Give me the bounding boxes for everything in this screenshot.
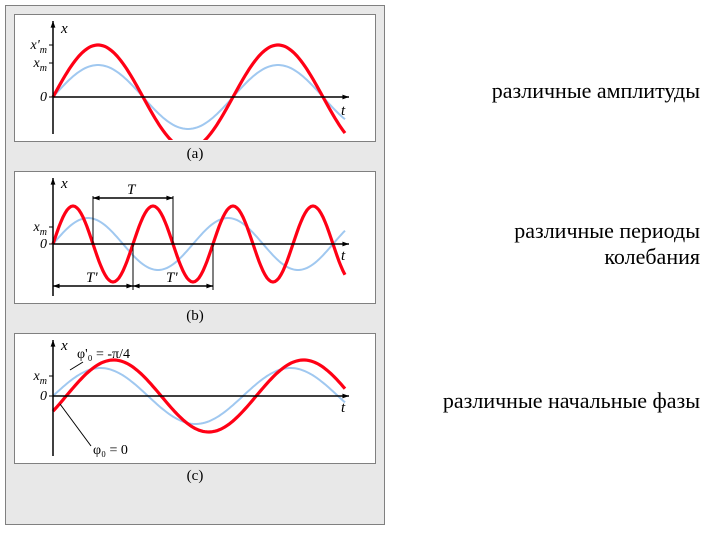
plot-b: x t xm0 T T' T' (14, 171, 376, 304)
plot-a: x t x'mxm 0 (14, 14, 376, 142)
svg-text:xm: xm (33, 369, 47, 387)
svg-text:x: x (60, 21, 68, 37)
svg-text:xm: xm (33, 56, 47, 74)
plot-c-label: (c) (14, 468, 376, 485)
svg-text:t: t (341, 400, 346, 416)
caption-b: различные периоды колебания (420, 218, 700, 270)
captions-panel: различные амплитуды различные периоды ко… (385, 0, 720, 540)
caption-c: различные начальные фазы (420, 388, 700, 414)
caption-a: различные амплитуды (492, 78, 700, 104)
svg-text:t: t (341, 248, 346, 264)
svg-text:φ₀ = 0: φ₀ = 0 (93, 443, 128, 458)
plot-a-svg: x t x'mxm 0 (15, 15, 355, 140)
svg-text:xm: xm (33, 220, 47, 238)
svg-text:x: x (60, 176, 68, 192)
svg-text:0: 0 (40, 90, 47, 105)
svg-text:T': T' (166, 270, 178, 286)
plot-c: x t xm 0 φ'₀ = -π/4 φ₀ = 0 (14, 333, 376, 464)
svg-text:T: T (127, 182, 137, 198)
plot-b-svg: x t xm0 T T' T' (15, 172, 355, 302)
svg-text:0: 0 (40, 389, 47, 404)
plot-c-svg: x t xm 0 φ'₀ = -π/4 φ₀ = 0 (15, 334, 355, 462)
svg-text:x: x (60, 338, 68, 354)
svg-text:x'm: x'm (30, 38, 47, 56)
diagram-panel: xtx'mxm0 (a) xtxm0TT'T' (b) xtxm0φ'₀ = -… (5, 5, 385, 525)
plot-a-label: (a) (14, 146, 376, 163)
svg-text:T': T' (86, 270, 98, 286)
svg-text:0: 0 (40, 237, 47, 252)
svg-text:t: t (341, 103, 346, 119)
plot-b-label: (b) (14, 308, 376, 325)
svg-text:φ'₀ = -π/4: φ'₀ = -π/4 (77, 347, 130, 362)
